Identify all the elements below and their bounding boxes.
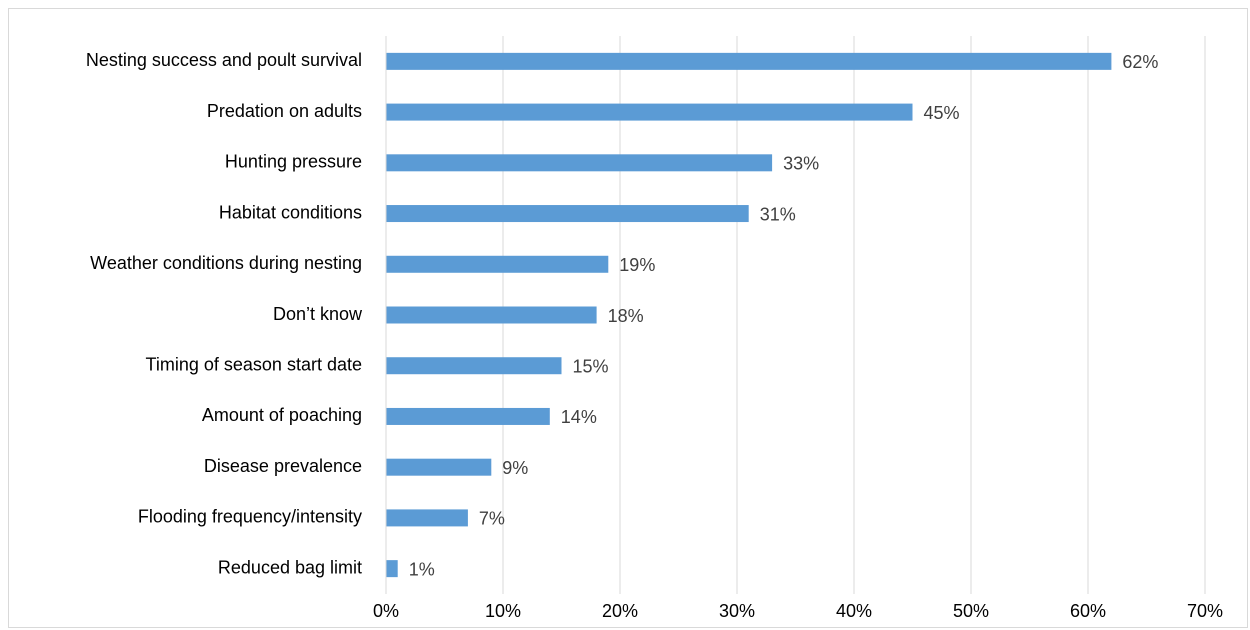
bar <box>387 560 398 577</box>
category-label: Amount of poaching <box>202 405 362 425</box>
category-label: Habitat conditions <box>219 202 362 222</box>
category-labels: Nesting success and poult survival Predat… <box>86 50 363 577</box>
category-label: Hunting pressure <box>225 152 362 172</box>
x-tick-label: 30% <box>719 601 755 621</box>
bar <box>387 408 550 425</box>
bar <box>387 256 609 273</box>
data-label: 1% <box>409 559 435 579</box>
category-label: Don’t know <box>273 304 363 324</box>
bar <box>387 205 749 222</box>
category-label: Disease prevalence <box>204 456 362 476</box>
x-tick-label: 60% <box>1070 601 1106 621</box>
bar <box>387 307 597 324</box>
bar <box>387 104 913 121</box>
category-label: Timing of season start date <box>146 354 362 374</box>
data-label: 18% <box>608 306 644 326</box>
x-tick-label: 70% <box>1187 601 1223 621</box>
bar <box>387 459 492 476</box>
category-label: Reduced bag limit <box>218 557 362 577</box>
data-label: 45% <box>924 103 960 123</box>
x-tick-label: 10% <box>485 601 521 621</box>
data-label: 15% <box>573 356 609 376</box>
category-label: Weather conditions during nesting <box>90 253 362 273</box>
x-tick-label: 20% <box>602 601 638 621</box>
x-tick-label: 40% <box>836 601 872 621</box>
category-label: Predation on adults <box>207 101 362 121</box>
x-tick-labels: 0% 10% 20% 30% 40% 50% 60% 70% <box>373 601 1223 621</box>
category-label: Flooding frequency/intensity <box>138 507 362 527</box>
data-label: 62% <box>1122 52 1158 72</box>
bar <box>387 357 562 374</box>
data-label: 19% <box>619 255 655 275</box>
data-label: 7% <box>479 509 505 529</box>
data-label: 9% <box>502 458 528 478</box>
bar <box>387 53 1112 70</box>
x-tick-label: 0% <box>373 601 399 621</box>
chart-frame: Nesting success and poult survival Predat… <box>8 8 1248 628</box>
bar-chart: Nesting success and poult survival Predat… <box>9 9 1247 627</box>
data-label: 33% <box>783 154 819 174</box>
category-label: Nesting success and poult survival <box>86 50 362 70</box>
bar <box>387 509 468 526</box>
bars <box>387 53 1112 577</box>
x-tick-label: 50% <box>953 601 989 621</box>
bar <box>387 154 773 171</box>
data-label: 14% <box>561 407 597 427</box>
data-label: 31% <box>760 204 796 224</box>
